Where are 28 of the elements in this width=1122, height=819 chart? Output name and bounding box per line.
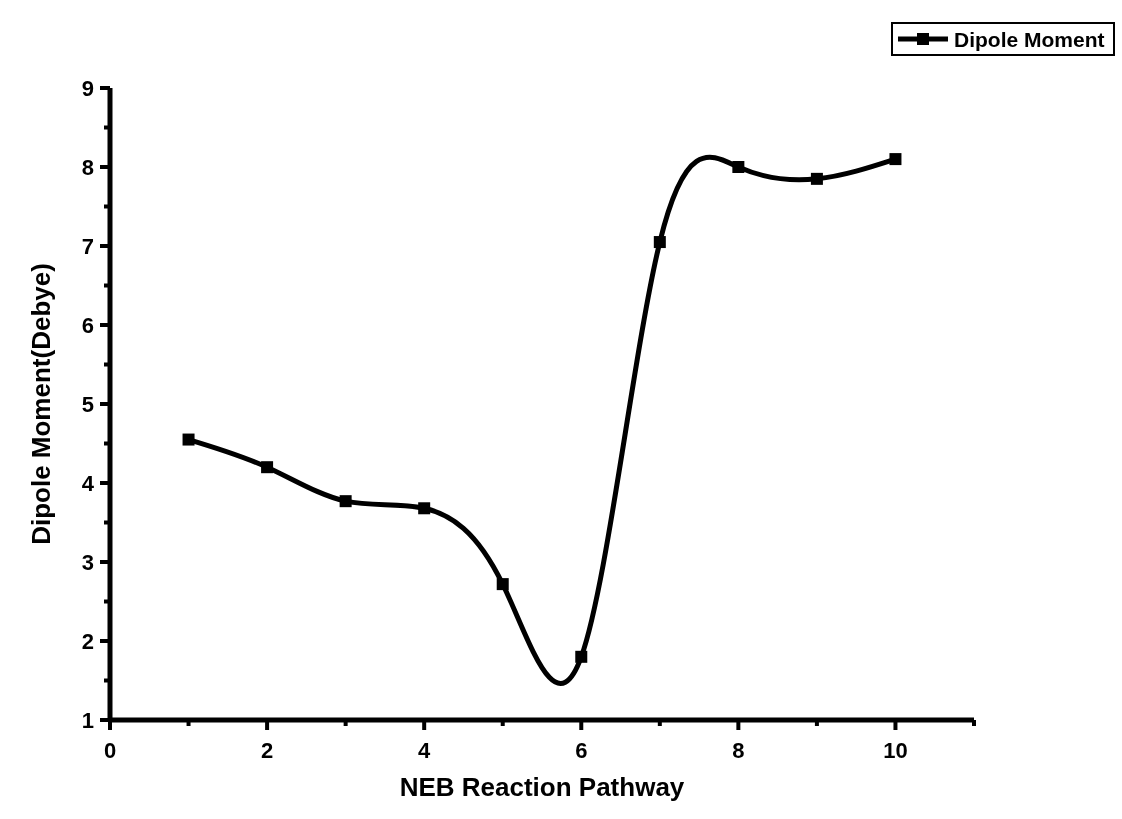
point <box>261 461 274 474</box>
point <box>182 433 195 446</box>
x-tick-label: 8 <box>732 738 745 763</box>
x-tick-label: 2 <box>260 738 274 763</box>
y-tick-label: 2 <box>81 629 94 654</box>
y-tick-label: 1 <box>81 708 94 733</box>
y-tick-label: 9 <box>81 76 94 101</box>
y-tick-label: 7 <box>81 234 94 259</box>
point <box>889 153 902 166</box>
y-axis-title: Dipole Moment(Debye) <box>26 263 56 545</box>
point <box>653 236 666 249</box>
x-tick-label: 0 <box>103 738 117 763</box>
point <box>496 578 509 591</box>
point <box>732 161 745 173</box>
y-tick-label: 8 <box>81 155 94 180</box>
x-tick-label: 4 <box>418 738 432 763</box>
point <box>810 172 823 185</box>
y-tick-label: 6 <box>81 313 94 338</box>
y-tick-label: 3 <box>81 550 94 575</box>
point <box>575 650 588 663</box>
point <box>339 495 352 508</box>
x-axis-title: NEB Reaction Pathway <box>399 772 685 802</box>
y-tick-label: 5 <box>81 392 94 417</box>
y-tick-label: 4 <box>81 471 95 496</box>
x-tick-label: 6 <box>575 738 588 763</box>
legend-label: Dipole Moment <box>954 28 1105 51</box>
x-tick-label: 10 <box>883 738 908 763</box>
point <box>418 502 431 515</box>
